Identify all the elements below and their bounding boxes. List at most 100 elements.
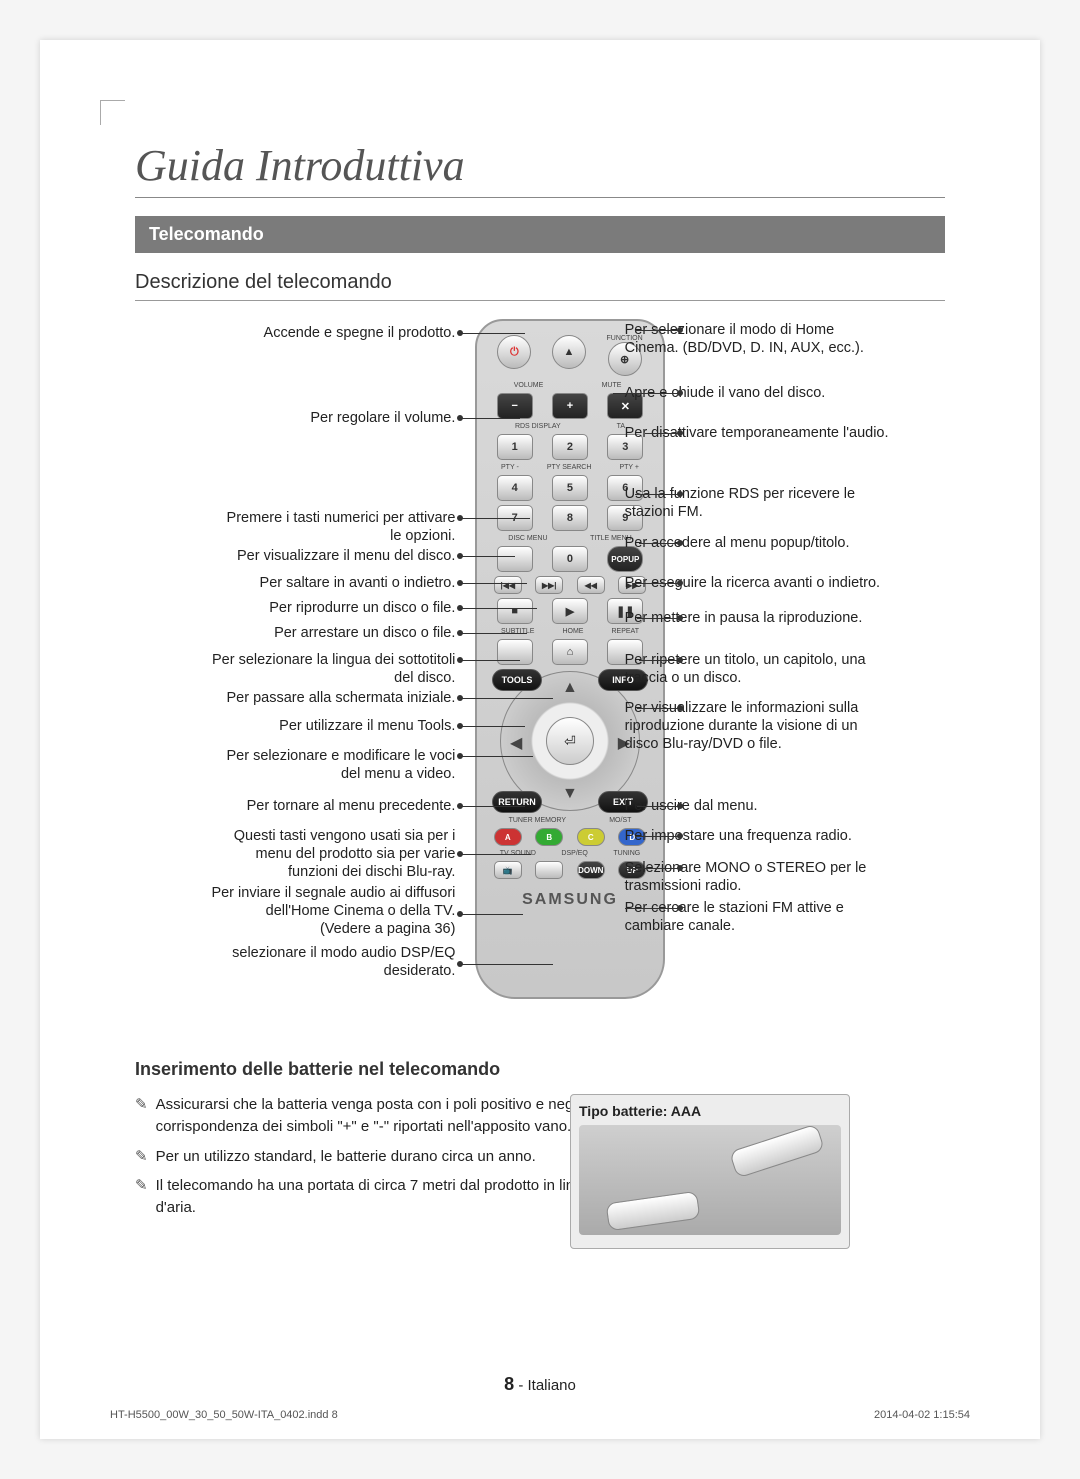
callout-left: Accende e spegne il prodotto. xyxy=(211,324,491,342)
most-label: MO/ST xyxy=(609,817,631,824)
leader-line xyxy=(637,806,680,807)
note-bullet-icon: ✎ xyxy=(135,1146,148,1168)
play-button: ▶ xyxy=(552,598,588,624)
leader-dot xyxy=(677,833,683,839)
leader-line xyxy=(460,660,520,661)
power-button: ⏻ xyxy=(497,335,531,369)
note-bullet-icon: ✎ xyxy=(135,1094,148,1138)
note-text: Per un utilizzo standard, le batterie du… xyxy=(156,1146,536,1168)
callout-right: Per cercare le stazioni FM attive e camb… xyxy=(589,899,889,935)
leader-dot xyxy=(457,723,463,729)
leader-dot xyxy=(677,865,683,871)
subhead-batteries: Inserimento delle batterie nel telecoman… xyxy=(135,1059,945,1080)
leader-dot xyxy=(457,695,463,701)
battery-illustration xyxy=(579,1125,841,1235)
leader-dot xyxy=(677,430,683,436)
page: Guida Introduttiva Telecomando Descrizio… xyxy=(40,40,1040,1439)
disc-menu-label: DISC MENU xyxy=(508,535,547,542)
leader-dot xyxy=(457,553,463,559)
leader-dot xyxy=(677,657,683,663)
callout-right: Selezionare MONO o STEREO per le trasmis… xyxy=(589,859,889,895)
leader-line xyxy=(460,518,530,519)
callout-left: Per selezionare la lingua dei sottotitol… xyxy=(211,651,491,687)
callout-right: Per accedere al menu popup/titolo. xyxy=(589,534,889,552)
pty-plus: PTY + xyxy=(619,464,639,471)
leader-dot xyxy=(457,753,463,759)
leader-dot xyxy=(677,615,683,621)
leader-line xyxy=(460,914,523,915)
skip-prev: |◀◀ xyxy=(494,576,522,594)
repeat-label: REPEAT xyxy=(611,628,639,635)
tools-button: TOOLS xyxy=(492,669,542,691)
enter-button: ⏎ xyxy=(546,717,594,765)
leader-line xyxy=(460,556,515,557)
callout-right: Per disattivare temporaneamente l'audio. xyxy=(589,424,889,442)
note-item: ✎Il telecomando ha una portata di circa … xyxy=(135,1175,635,1219)
rds-label: RDS DISPLAY xyxy=(515,423,561,430)
num-0: 0 xyxy=(552,546,588,572)
dsp-eq-button xyxy=(535,861,563,879)
callout-left: Per selezionare e modificare le voci del… xyxy=(211,747,491,783)
leader-dot xyxy=(677,905,683,911)
leader-dot xyxy=(677,390,683,396)
leader-line xyxy=(460,333,525,334)
pty-search: PTY SEARCH xyxy=(547,464,592,471)
callout-left: Per visualizzare il menu del disco. xyxy=(211,547,491,565)
stop-button: ■ xyxy=(497,598,533,624)
remote-diagram: ⏻ ▲ FUNCTION ⊕ VOLUME MUTE − + ✕ RDS DIS… xyxy=(135,319,945,1039)
callout-left: Per passare alla schermata iniziale. xyxy=(211,689,491,707)
leader-line xyxy=(460,633,527,634)
leader-dot xyxy=(677,803,683,809)
down-arrow: ▼ xyxy=(562,785,578,803)
leader-line xyxy=(460,854,531,855)
leader-dot xyxy=(457,961,463,967)
leader-line xyxy=(639,660,680,661)
note-item: ✎ Per un utilizzo standard, le batterie d… xyxy=(135,1146,635,1168)
pty-minus: PTY - xyxy=(501,464,519,471)
leader-line xyxy=(645,433,680,434)
callout-left: Per inviare il segnale audio ai diffusor… xyxy=(211,884,491,938)
footer-right: 2014-04-02 1:15:54 xyxy=(874,1409,970,1421)
tuner-memory-label: TUNER MEMORY xyxy=(509,817,566,824)
num-4: 4 xyxy=(497,475,533,501)
callout-right: Per ripetere un titolo, un capitolo, una… xyxy=(589,651,889,687)
callout-left: Per arrestare un disco o file. xyxy=(211,624,491,642)
page-lang: Italiano xyxy=(527,1377,575,1394)
leader-line xyxy=(460,583,527,584)
leader-line xyxy=(460,418,520,419)
leader-dot xyxy=(457,415,463,421)
leader-dot xyxy=(457,515,463,521)
left-arrow: ◀ xyxy=(510,733,522,753)
callout-right: Per visualizzare le informazioni sulla r… xyxy=(589,699,889,753)
callout-left: Per tornare al menu precedente. xyxy=(211,797,491,815)
callout-left: Per riprodurre un disco o file. xyxy=(211,599,491,617)
tuning-label: TUNING xyxy=(613,850,640,857)
leader-dot xyxy=(677,705,683,711)
callout-left: Questi tasti vengono usati sia per i men… xyxy=(211,827,491,881)
section-bar: Telecomando xyxy=(135,216,945,253)
callout-right: Per uscire dal menu. xyxy=(589,797,889,815)
callout-left: Per regolare il volume. xyxy=(211,409,491,427)
note-bullet-icon: ✎ xyxy=(135,1175,148,1219)
callout-right: Per selezionare il modo di Home Cinema. … xyxy=(589,321,889,357)
num-1: 1 xyxy=(497,434,533,460)
leader-line xyxy=(460,608,537,609)
leader-line xyxy=(460,726,525,727)
leader-dot xyxy=(457,330,463,336)
num-5: 5 xyxy=(552,475,588,501)
dspeq-label: DSP/EQ xyxy=(561,850,587,857)
leader-line xyxy=(635,836,680,837)
content-area: Guida Introduttiva Telecomando Descrizio… xyxy=(135,140,945,1379)
leader-dot xyxy=(457,851,463,857)
callout-left: Per saltare in avanti o indietro. xyxy=(211,574,491,592)
page-number-value: 8 xyxy=(504,1374,514,1394)
leader-line xyxy=(460,964,553,965)
eject-button: ▲ xyxy=(552,335,586,369)
leader-dot xyxy=(457,911,463,917)
vol-up-button: + xyxy=(552,393,588,419)
crop-mark xyxy=(100,100,125,125)
leader-line xyxy=(633,583,680,584)
leader-line xyxy=(637,708,680,709)
leader-line xyxy=(613,393,680,394)
battery-label: Tipo batterie: AAA xyxy=(579,1103,841,1119)
